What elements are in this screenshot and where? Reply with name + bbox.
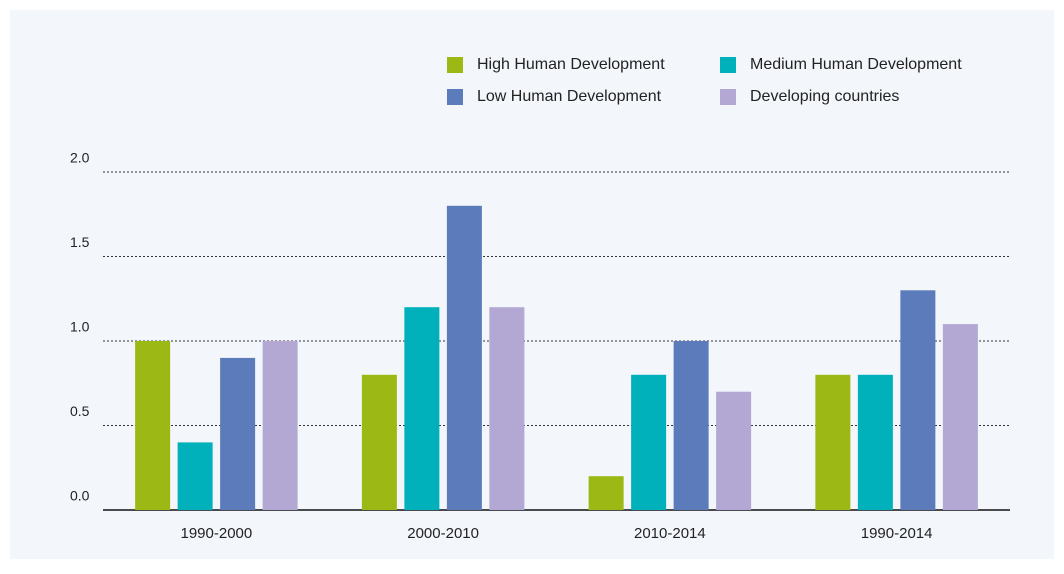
x-tick-label: 1990-2000 xyxy=(181,525,253,542)
bar xyxy=(673,341,709,510)
y-tick-label: 0.5 xyxy=(70,403,90,419)
legend-swatch xyxy=(720,89,736,105)
y-tick-label: 1.5 xyxy=(70,234,90,250)
y-tick-label: 2.0 xyxy=(70,150,90,166)
x-tick-label: 2010-2014 xyxy=(634,525,706,542)
bar xyxy=(857,374,893,510)
legend-label: Developing countries xyxy=(750,88,899,105)
bar xyxy=(716,391,752,510)
y-tick-label: 0.0 xyxy=(70,488,90,504)
legend-swatch xyxy=(447,57,463,73)
legend-label: High Human Development xyxy=(477,56,665,73)
bar xyxy=(177,442,213,510)
bar xyxy=(631,374,667,510)
y-tick-label: 1.0 xyxy=(70,319,90,335)
bar xyxy=(942,324,978,510)
x-tick-label: 2000-2010 xyxy=(407,525,479,542)
bar xyxy=(262,341,298,510)
legend-label: Medium Human Development xyxy=(750,56,962,73)
x-tick-label: 1990-2014 xyxy=(861,525,933,542)
bar xyxy=(220,357,256,510)
bar xyxy=(815,374,851,510)
legend-swatch xyxy=(720,57,736,73)
bar xyxy=(135,341,171,510)
legend-label: Low Human Development xyxy=(477,88,662,105)
bar xyxy=(489,307,525,510)
legend-swatch xyxy=(447,89,463,105)
bar xyxy=(900,290,936,510)
bar xyxy=(361,374,397,510)
bar xyxy=(588,476,624,510)
bar xyxy=(446,205,482,511)
bar xyxy=(404,307,440,510)
